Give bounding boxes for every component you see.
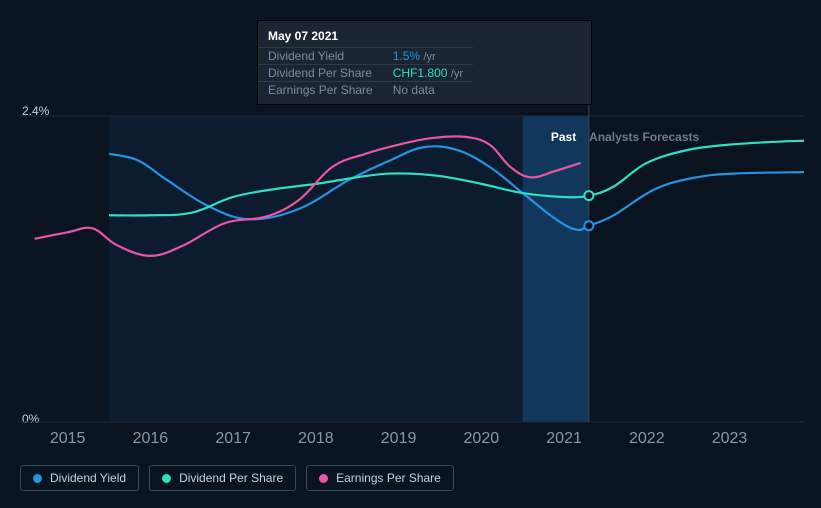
x-axis-year: 2019 <box>381 430 417 448</box>
tooltip-row: Dividend Per ShareCHF1.800 /yr <box>258 65 473 82</box>
hover-band <box>523 116 589 422</box>
x-axis-year: 2023 <box>712 430 748 448</box>
tooltip-row: Dividend Yield1.5% /yr <box>258 48 473 65</box>
legend-label: Dividend Per Share <box>179 471 283 485</box>
x-axis-year: 2020 <box>464 430 500 448</box>
marker-dividend_per_share <box>584 191 593 200</box>
past-band <box>109 116 589 422</box>
legend-label: Dividend Yield <box>50 471 126 485</box>
tooltip-row-label: Dividend Yield <box>258 48 383 65</box>
legend-item-dividend-yield[interactable]: Dividend Yield <box>20 465 139 491</box>
x-axis-year: 2018 <box>298 430 334 448</box>
legend-dot <box>162 474 171 483</box>
legend-item-earnings-per-share[interactable]: Earnings Per Share <box>306 465 454 491</box>
x-axis-year: 2015 <box>50 430 86 448</box>
x-axis-year: 2017 <box>215 430 251 448</box>
x-axis-labels: 2015 2016 2017 2018 2019 2020 2021 2022 2023 <box>0 430 821 450</box>
tooltip-table: Dividend Yield1.5% /yrDividend Per Share… <box>258 47 473 98</box>
tooltip-date: May 07 2021 <box>258 27 591 47</box>
tooltip-row-label: Dividend Per Share <box>258 65 383 82</box>
legend-dot <box>319 474 328 483</box>
tooltip-row: Earnings Per ShareNo data <box>258 82 473 99</box>
chart-container: May 07 2021 Dividend Yield1.5% /yrDivide… <box>0 0 821 508</box>
tooltip-row-value: 1.5% /yr <box>383 48 473 65</box>
legend: Dividend Yield Dividend Per Share Earnings… <box>20 465 454 491</box>
tooltip-row-value: CHF1.800 /yr <box>383 65 473 82</box>
legend-item-dividend-per-share[interactable]: Dividend Per Share <box>149 465 296 491</box>
hover-tooltip: May 07 2021 Dividend Yield1.5% /yrDivide… <box>257 20 592 105</box>
x-axis-year: 2022 <box>629 430 665 448</box>
toggle-forecast[interactable]: Analysts Forecasts <box>589 130 699 144</box>
tooltip-row-label: Earnings Per Share <box>258 82 383 99</box>
marker-dividend_yield <box>584 221 593 230</box>
toggle-past[interactable]: Past <box>551 130 576 144</box>
x-axis-year: 2021 <box>546 430 582 448</box>
x-axis-year: 2016 <box>133 430 169 448</box>
tooltip-row-value: No data <box>383 82 473 99</box>
legend-label: Earnings Per Share <box>336 471 441 485</box>
legend-dot <box>33 474 42 483</box>
period-toggle: Past Analysts Forecasts <box>551 130 699 144</box>
